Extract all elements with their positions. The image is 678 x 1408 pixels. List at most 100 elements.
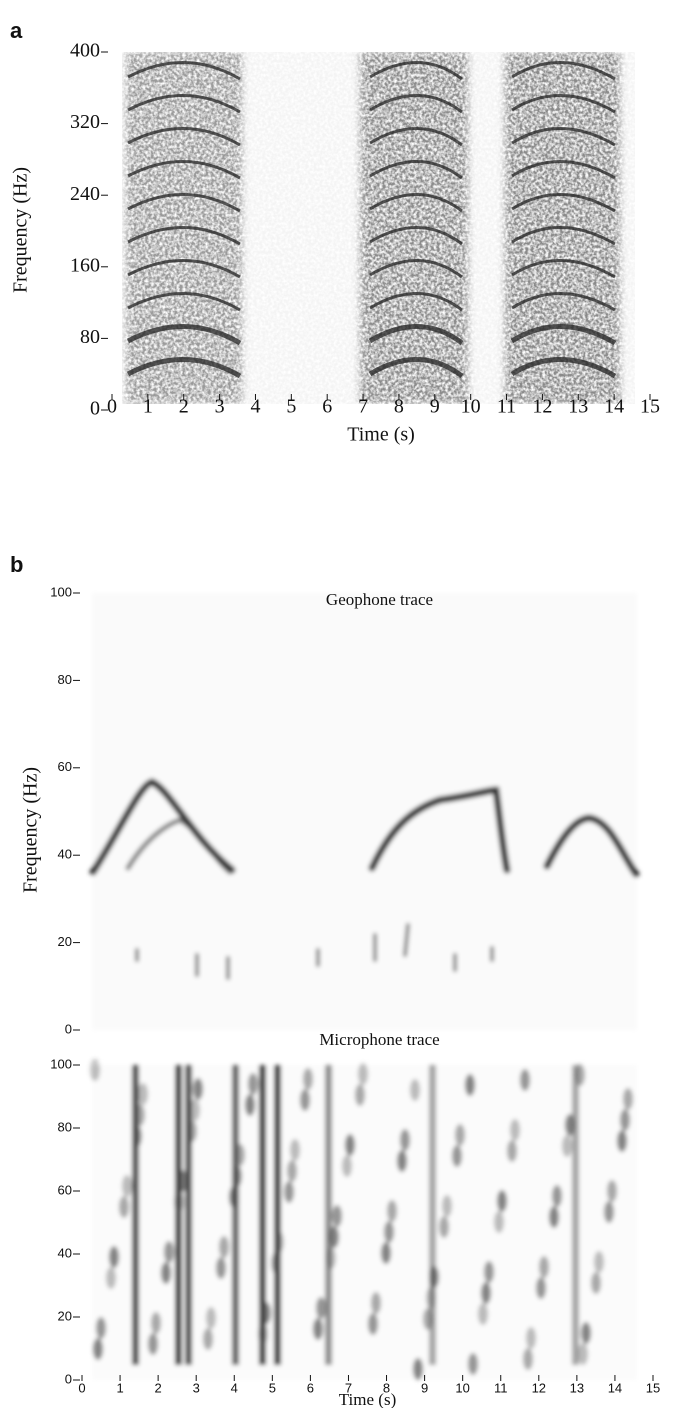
y-tick-label: 60 [58,1182,72,1197]
x-tick-label: 15 [646,1380,660,1395]
harmonic [127,61,241,81]
y-tick-label: 20 [58,1308,72,1323]
x-axis-label: Time (s) [339,1390,396,1408]
blob [119,1196,129,1218]
blob [371,1292,381,1314]
x-tick-label: 2 [179,396,189,418]
panel-label: a [10,18,23,43]
y-tick-label: 0 [65,1021,72,1036]
x-tick-label: 11 [497,396,516,418]
blob [229,1186,239,1208]
x-tick-label: 3 [215,396,225,418]
blob [607,1180,617,1202]
blob [284,1181,294,1203]
blob [604,1201,614,1223]
blob [468,1353,478,1375]
blob [190,1099,200,1121]
blob [452,1145,462,1167]
blob [326,1247,336,1269]
blob [552,1185,562,1207]
streak [259,1065,266,1365]
blob [536,1277,546,1299]
blob [526,1327,536,1349]
blob [216,1257,226,1279]
harmonic [368,324,464,345]
harmonic [511,226,616,246]
streak [132,1065,139,1365]
blob [381,1242,391,1264]
harmonic [369,160,463,180]
y-tick-label: 80 [80,326,100,348]
x-tick-label: 5 [269,1380,276,1395]
y-tick-label: 20 [58,934,72,949]
blob [355,1084,365,1106]
blob [248,1073,258,1095]
harmonic [511,292,616,312]
blob [494,1211,504,1233]
blob [161,1262,171,1284]
blob [400,1129,410,1151]
blob [90,1059,100,1081]
x-tick-label: 7 [358,396,368,418]
x-tick-label: 5 [286,396,296,418]
x-tick-label: 4 [231,1380,238,1395]
blob [290,1139,300,1161]
blob [148,1333,158,1355]
x-tick-label: 9 [421,1380,428,1395]
blob [187,1120,197,1142]
x-tick-label: 10 [455,1380,469,1395]
harmonic [511,193,616,213]
x-tick-label: 14 [608,1380,622,1395]
y-tick-label: 40 [58,847,72,862]
harmonic [127,226,241,246]
blob [345,1134,355,1156]
blob [287,1160,297,1182]
blob [109,1246,119,1268]
y-axis-label: Frequency (Hz) [10,167,32,293]
harmonic [127,127,241,147]
blob [232,1165,242,1187]
blob [520,1069,530,1091]
blob [177,1170,187,1192]
streak [185,1065,192,1365]
harmonic [369,193,463,213]
x-tick-label: 1 [116,1380,123,1395]
blob [261,1302,271,1324]
panel-label: b [10,552,23,577]
x-tick-label: 12 [532,1380,546,1395]
blob [106,1267,116,1289]
y-tick-label: 320 [70,111,100,133]
blob [442,1195,452,1217]
y-tick-label: 100 [50,584,72,599]
harmonic [369,61,463,81]
blob [623,1088,633,1110]
harmonic [510,357,617,379]
blob [135,1104,145,1126]
x-tick-label: 14 [604,396,624,418]
streak [274,1065,281,1365]
blob [565,1114,575,1136]
blob [397,1150,407,1172]
streak [232,1065,239,1365]
y-tick-label: 400 [70,40,100,62]
x-tick-label: 1 [143,396,153,418]
blob [594,1251,604,1273]
blob [549,1206,559,1228]
blob [332,1205,342,1227]
x-tick-label: 10 [461,396,481,418]
harmonic [511,61,616,81]
harmonic [511,160,616,180]
panel-title: Microphone trace [319,1030,439,1049]
blob [497,1190,507,1212]
blob [300,1089,310,1111]
blob [539,1256,549,1278]
x-tick-label: 3 [193,1380,200,1395]
blob [303,1068,313,1090]
harmonic [126,324,242,346]
blob [439,1216,449,1238]
y-tick-label: 80 [58,1119,72,1134]
blob [581,1322,591,1344]
blob [510,1119,520,1141]
blob [93,1338,103,1360]
x-tick-label: 4 [250,396,260,418]
